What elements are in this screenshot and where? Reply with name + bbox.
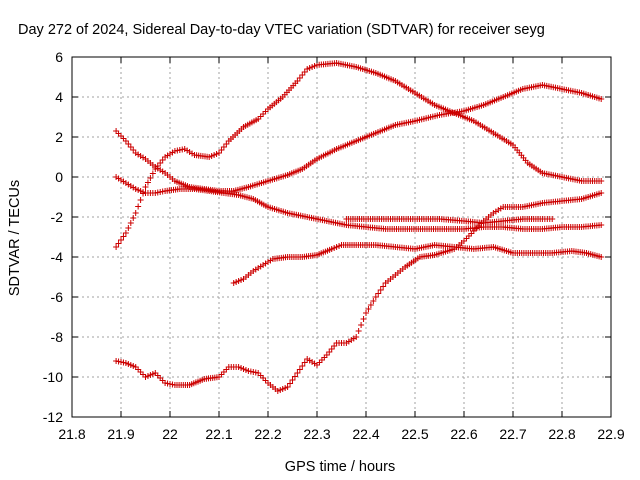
y-tick-label: 0 [55,169,63,185]
data-point [355,328,362,334]
y-tick-label: -10 [43,369,63,385]
x-tick-label: 21.8 [58,426,85,442]
data-point [149,170,156,177]
x-tick-label: 22.4 [352,426,379,442]
data-point [294,370,301,376]
data-point [598,222,605,228]
y-tick-label: -4 [51,249,64,265]
data-point [353,334,360,340]
data-point [120,233,127,240]
x-tick-label: 22 [162,426,178,442]
x-tick-label: 22.8 [548,426,575,442]
data-series [113,60,605,394]
data-point [289,377,296,383]
data-point [118,237,124,243]
series-track-2 [113,60,605,250]
data-point [301,359,308,366]
data-point [375,290,382,297]
data-point [598,254,605,260]
data-point [130,215,137,221]
data-point [287,380,294,387]
data-point [299,363,306,369]
data-point [115,240,122,247]
y-tick-label: -12 [43,409,63,425]
data-point [363,310,369,316]
x-tick-label: 22.2 [254,426,281,442]
data-point [549,216,556,222]
data-point [598,178,605,184]
x-tick-label: 22.9 [597,426,624,442]
data-point [360,316,367,322]
data-point [372,294,379,300]
x-tick-label: 22.5 [401,426,428,442]
x-tick-label: 22.6 [450,426,477,442]
data-point [125,225,132,231]
series-track-6 [343,216,556,226]
x-tick-label: 21.9 [107,426,134,442]
data-point [132,210,139,216]
x-tick-label: 22.3 [303,426,330,442]
y-tick-label: -6 [51,289,64,305]
y-tick-label: 4 [55,89,63,105]
x-tick-label: 22.7 [499,426,526,442]
data-point [135,203,142,210]
data-point [365,306,372,312]
data-point [380,283,387,290]
y-tick-label: -8 [51,329,64,345]
y-tick-label: 6 [55,49,63,65]
data-point [598,190,605,196]
data-point [284,384,291,390]
series-track-1 [113,82,605,194]
data-point [358,322,365,328]
data-point [370,298,377,304]
data-point [598,96,605,102]
data-point [142,184,149,190]
data-point [296,366,303,373]
data-point [137,197,144,203]
y-tick-label: -2 [51,209,64,225]
series-track-4 [230,242,605,286]
data-point [122,230,129,236]
series-track-5 [113,190,605,394]
axis-ticks: 21.8 21.9 22 22.1 22.2 22.3 22.4 22.5 22.6 22.7 22… [43,49,625,442]
x-tick-label: 22.1 [205,426,232,442]
data-point [127,220,134,226]
plot-frame [71,56,612,418]
data-point [147,175,154,181]
data-point [113,244,120,250]
series-track-3 [113,174,605,232]
data-point [367,302,374,308]
y-axis-title: SDTVAR / TECUs [7,180,23,296]
x-axis-title: GPS time / hours [285,459,395,475]
grid [72,57,611,417]
chart-title: Day 272 of 2024, Sidereal Day-to-day VTE… [18,22,545,38]
data-point [291,373,298,380]
data-point [144,179,151,186]
data-point [377,287,384,293]
y-tick-label: 2 [55,129,63,145]
